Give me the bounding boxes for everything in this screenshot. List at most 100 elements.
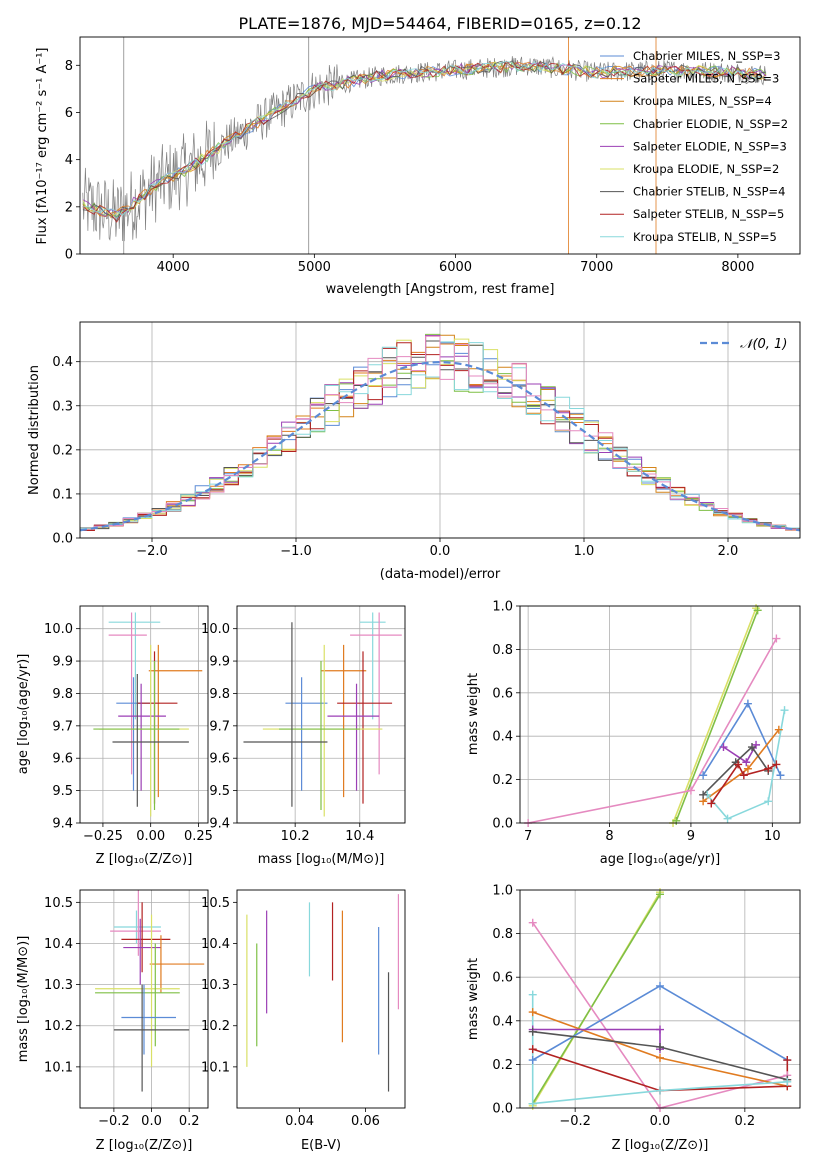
y-tick-label: 9.5 (209, 784, 230, 799)
weight-marker (656, 981, 664, 990)
x-tick-label: 8 (605, 829, 613, 844)
weight-marker (699, 790, 708, 799)
weight-marker (528, 918, 537, 927)
y-tick-label: 9.8 (209, 687, 230, 702)
x-tick-label: −0.25 (83, 829, 123, 844)
x-tick-label: 0.2 (735, 1114, 756, 1129)
weight-marker (528, 1099, 537, 1108)
y-tick-label: 10.1 (201, 1060, 230, 1075)
y-tick-label: 10.3 (44, 978, 73, 993)
axes-frame (79, 36, 801, 255)
y-tick-label: 10.0 (201, 622, 230, 637)
x-tick-label: 6000 (439, 260, 472, 275)
y-axis-label: Flux [fλ10⁻¹⁷ erg cm⁻² s⁻¹ A⁻¹] (35, 48, 50, 245)
x-tick-label: 0.0 (430, 544, 451, 559)
legend-label: Salpeter STELIB, N_SSP=5 (633, 207, 784, 221)
weight-marker (764, 764, 773, 773)
y-tick-label: 10.2 (201, 1019, 230, 1034)
x-tick-label: 7 (524, 829, 532, 844)
panel-residuals: −2.0 −1.0 0.0 1.0 2.0 0.0 0.1 0.2 0.3 0.4 𝒩(0, 1) (… (27, 321, 801, 582)
y-tick-label: 9.4 (52, 817, 73, 832)
weight-marker (774, 725, 783, 734)
weight-marker (739, 771, 748, 780)
y-tick-label: 10.5 (201, 896, 230, 911)
weight-marker (528, 1027, 537, 1036)
y-tick-label: 0.4 (492, 730, 513, 745)
plot-area (80, 606, 208, 823)
figure-title: PLATE=1876, MJD=54464, FIBERID=0165, z=0… (238, 14, 641, 33)
y-tick-label: 10.5 (44, 896, 73, 911)
weight-line (672, 607, 757, 823)
y-tick-label: 0.4 (492, 1014, 513, 1029)
x-tick-label: 4000 (157, 260, 190, 275)
legend-label: Kroupa STELIB, N_SSP=5 (633, 230, 777, 244)
x-tick-label: 7000 (580, 260, 613, 275)
weight-marker (747, 743, 756, 752)
panel-age-vs-Z: −0.25 0.00 0.25 9.4 9.5 9.6 9.7 9.8 9.9 10.0 Z [lo… (16, 605, 213, 867)
legend-label: 𝒩(0, 1) (740, 337, 787, 352)
normal-curve (80, 360, 800, 532)
x-tick-label: −0.2 (98, 1114, 130, 1129)
weight-marker (764, 797, 773, 806)
legend-label: Salpeter MILES, N_SSP=3 (633, 72, 779, 86)
y-tick-label: 0.2 (492, 1058, 513, 1073)
panel-spectrum: 4000 5000 6000 7000 8000 0 2 4 6 8 Chabrier MILES,… (35, 36, 801, 297)
x-tick-label: 2.0 (718, 544, 739, 559)
x-tick-label: −2.0 (136, 544, 168, 559)
weight-line (527, 638, 778, 823)
axes-frame (519, 889, 801, 1109)
weight-line (532, 922, 788, 1108)
weight-marker (734, 760, 743, 769)
weight-marker (656, 1086, 664, 1095)
y-tick-label: 10.0 (44, 622, 73, 637)
y-axis-label: mass weight (466, 673, 481, 755)
x-axis-label: age [log₁₀(age/yr)] (600, 852, 721, 867)
x-tick-label: 8000 (721, 260, 754, 275)
y-tick-label: 10.4 (201, 937, 230, 952)
y-tick-label: 9.9 (209, 655, 230, 670)
weight-marker (699, 771, 708, 780)
y-tick-label: 0 (65, 248, 73, 263)
x-tick-label: 0.04 (285, 1114, 314, 1129)
plot-area (80, 322, 800, 538)
legend-label: Chabrier STELIB, N_SSP=4 (633, 185, 785, 199)
x-tick-label: −1.0 (280, 544, 312, 559)
x-tick-label: 0.06 (351, 1114, 380, 1129)
x-axis-label: Z [log₁₀(Z/Z⊙)] (96, 852, 193, 867)
x-axis-label: Z [log₁₀(Z/Z⊙)] (96, 1138, 193, 1153)
y-tick-label: 4 (65, 153, 73, 168)
x-axis-label: mass [log₁₀(M/M⊙)] (258, 852, 385, 867)
y-tick-label: 9.9 (52, 655, 73, 670)
model-fit-line (82, 61, 767, 216)
y-tick-label: 0.6 (492, 971, 513, 986)
weight-marker (686, 786, 695, 795)
y-tick-label: 9.5 (52, 784, 73, 799)
y-tick-label: 0.2 (492, 773, 513, 788)
weight-line (706, 710, 786, 820)
x-axis-label: (data-model)/error (380, 567, 501, 582)
y-tick-label: 0.8 (492, 643, 513, 658)
plot-area (520, 890, 800, 1108)
axes-frame (519, 605, 801, 824)
weight-marker (743, 699, 752, 708)
weight-marker (780, 706, 789, 715)
plot-area (80, 890, 208, 1108)
x-tick-label: −0.2 (559, 1114, 591, 1129)
weight-marker (528, 1008, 537, 1017)
y-tick-label: 0.6 (492, 686, 513, 701)
weight-marker (656, 1053, 664, 1062)
y-tick-label: 0.2 (52, 443, 73, 458)
x-tick-label: 10 (764, 829, 781, 844)
y-tick-label: 0.1 (52, 487, 73, 502)
y-tick-label: 9.7 (209, 719, 230, 734)
x-tick-label: 0.0 (650, 1114, 671, 1129)
model-fit-line (82, 60, 767, 218)
plot-area (246, 894, 400, 1092)
weight-marker (753, 606, 762, 615)
legend-label: Kroupa MILES, N_SSP=4 (633, 94, 772, 108)
y-tick-label: 0.0 (492, 1102, 513, 1117)
y-axis-label: mass weight (466, 958, 481, 1040)
weight-marker (707, 799, 716, 808)
panel-weight-vs-age: 7 8 9 10 0.0 0.2 0.4 0.6 0.8 1.0 age [log₁₀(age/yr… (466, 600, 801, 867)
